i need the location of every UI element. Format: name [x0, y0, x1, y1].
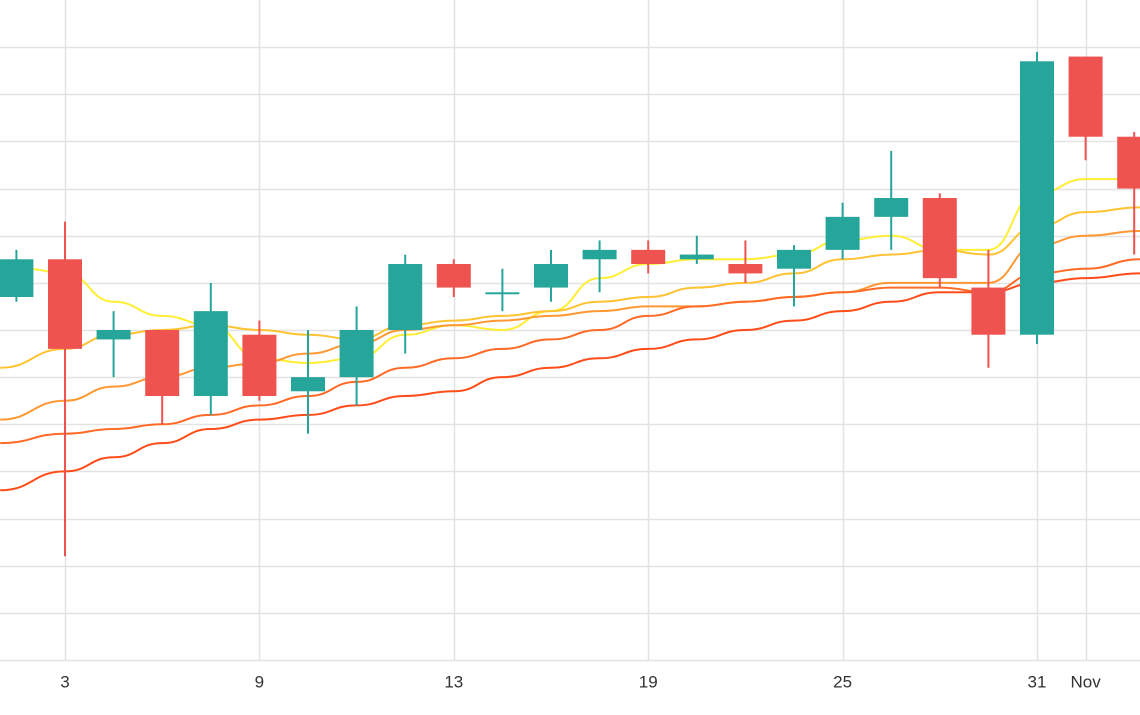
candle	[339, 306, 374, 406]
candle	[1117, 132, 1140, 255]
candle-body	[679, 254, 714, 260]
x-tick-label: 3	[60, 672, 69, 691]
candle	[193, 282, 228, 415]
candle	[825, 202, 860, 260]
candle-body	[825, 216, 860, 250]
candle-body	[971, 287, 1006, 335]
x-tick-label: 9	[255, 672, 264, 691]
candle-body	[0, 259, 34, 297]
candle	[485, 268, 520, 312]
candle-body	[291, 377, 325, 392]
candle	[631, 240, 666, 274]
candle-body	[1020, 61, 1054, 335]
candle	[777, 245, 811, 307]
candle-body	[1117, 136, 1140, 189]
candle	[728, 240, 763, 283]
candle-body	[145, 330, 180, 396]
candle	[1020, 51, 1054, 345]
candle	[922, 193, 957, 288]
candle-body	[728, 264, 763, 274]
candle-body	[339, 330, 374, 378]
candle-body	[436, 264, 471, 288]
candle	[0, 249, 34, 302]
candle	[874, 150, 909, 250]
candle	[1068, 56, 1103, 161]
candle	[534, 249, 568, 302]
x-tick-label: 25	[833, 672, 852, 691]
candle-body	[48, 259, 82, 349]
candle	[971, 249, 1006, 368]
candle-body	[193, 311, 228, 396]
x-tick-label: Nov	[1070, 672, 1101, 691]
candle-body	[631, 249, 666, 264]
candle-body	[1068, 56, 1103, 137]
candle-body	[874, 198, 909, 217]
candle-body	[534, 264, 568, 288]
candle	[145, 330, 180, 425]
moving-average-line	[0, 272, 1140, 492]
candle-body	[582, 249, 617, 260]
candle	[436, 259, 471, 297]
candle	[679, 235, 714, 264]
candle	[96, 311, 131, 378]
candle	[582, 240, 617, 293]
candle-body	[777, 249, 811, 269]
moving-average-line	[0, 258, 1140, 445]
x-tick-label: 31	[1028, 672, 1047, 691]
candle	[242, 320, 277, 401]
candle-body	[96, 330, 131, 340]
candle	[388, 254, 423, 354]
candle-body	[922, 198, 957, 279]
x-tick-label: 13	[444, 672, 463, 691]
candle-body	[242, 334, 277, 396]
candle-body	[485, 292, 520, 295]
candle	[291, 330, 325, 434]
x-axis-labels: 3 9 13 19 25 31 Nov	[60, 672, 1101, 691]
candle	[48, 221, 82, 557]
candle-body	[388, 264, 423, 330]
x-tick-label: 19	[639, 672, 658, 691]
grid-layer	[0, 0, 1140, 662]
candle-layer	[0, 51, 1140, 557]
